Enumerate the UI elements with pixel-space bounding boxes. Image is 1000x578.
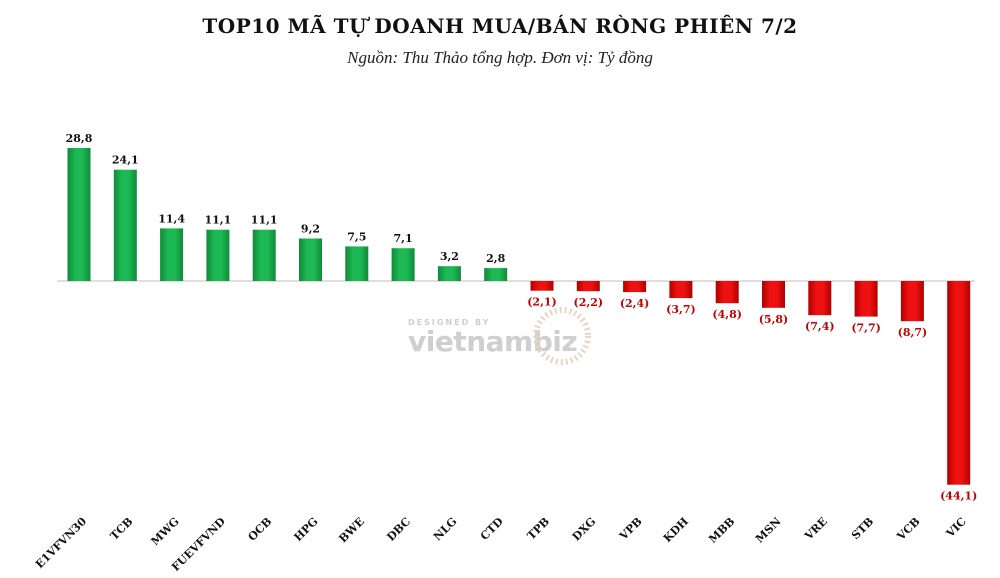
- bar-stb: [854, 281, 878, 317]
- value-label-ctd: 2,8: [486, 252, 505, 265]
- bar-vic: [947, 281, 971, 485]
- tick-label-e1vfvn30: E1VFVN30: [33, 515, 89, 571]
- value-label-tpb: (2,1): [527, 296, 557, 309]
- bar-hpg: [299, 238, 322, 281]
- value-label-fuevfvnd: 11,1: [205, 214, 232, 227]
- tick-label-dxg: DXG: [570, 515, 599, 544]
- bar-tcb: [113, 169, 137, 281]
- bar-tpb: [530, 281, 554, 291]
- tick-label-dbc: DBC: [384, 515, 413, 544]
- value-label-nlg: 3,2: [440, 250, 459, 263]
- value-label-ocb: 11,1: [251, 214, 278, 227]
- bar-ocb: [252, 229, 276, 281]
- tick-label-stb: STB: [849, 515, 876, 542]
- value-label-bwe: 7,5: [347, 230, 366, 243]
- value-label-dbc: 7,1: [394, 232, 413, 245]
- bar-dxg: [576, 281, 600, 292]
- chart-subtitle: Nguồn: Thu Thảo tổng hợp. Đơn vị: Tỷ đồn…: [347, 48, 653, 67]
- bar-dbc: [391, 248, 415, 281]
- tick-label-vic: VIC: [943, 515, 969, 541]
- tick-label-vpb: VPB: [616, 515, 644, 543]
- tick-label-mbb: MBB: [706, 515, 737, 546]
- watermark-brand: vietnambiz: [408, 325, 578, 358]
- watermark: DESIGNED BY vietnambiz: [408, 318, 578, 358]
- bar-bwe: [345, 246, 369, 281]
- value-label-vic: (44,1): [940, 490, 977, 503]
- value-label-kdh: (3,7): [666, 303, 696, 316]
- bar-fuevfvnd: [206, 229, 230, 281]
- tick-label-tpb: TPB: [525, 515, 552, 542]
- bar-vcb: [900, 281, 924, 322]
- value-label-vcb: (8,7): [898, 326, 928, 339]
- value-label-e1vfvn30: 28,8: [66, 132, 93, 145]
- bar-ctd: [484, 268, 508, 281]
- value-label-vpb: (2,4): [620, 297, 650, 310]
- bar-vre: [808, 281, 832, 316]
- tick-label-mwg: MWG: [149, 515, 182, 548]
- tick-label-kdh: KDH: [661, 515, 691, 545]
- value-label-tcb: 24,1: [112, 154, 139, 167]
- value-label-msn: (5,8): [759, 313, 789, 326]
- tick-label-vre: VRE: [802, 515, 830, 543]
- value-label-vre: (7,4): [805, 320, 835, 333]
- watermark-logo-icon: [533, 307, 591, 365]
- bar-mwg: [160, 228, 184, 281]
- tick-label-hpg: HPG: [292, 515, 321, 544]
- value-label-hpg: 9,2: [301, 223, 320, 236]
- tick-label-bwe: BWE: [336, 515, 366, 545]
- tick-label-ocb: OCB: [246, 515, 275, 544]
- bar-mbb: [715, 281, 739, 304]
- bar-msn: [762, 281, 785, 308]
- value-label-mwg: 11,4: [158, 212, 185, 225]
- tick-label-ctd: CTD: [478, 515, 506, 543]
- bar-kdh: [669, 281, 693, 299]
- value-label-dxg: (2,2): [574, 296, 604, 309]
- tick-label-tcb: TCB: [108, 515, 136, 543]
- value-label-mbb: (4,8): [712, 308, 742, 321]
- value-label-stb: (7,7): [851, 322, 881, 335]
- tick-label-vcb: VCB: [894, 515, 923, 544]
- bar-vpb: [623, 281, 647, 293]
- bar-nlg: [437, 266, 461, 281]
- tick-label-nlg: NLG: [431, 515, 459, 543]
- tick-label-msn: MSN: [753, 515, 784, 546]
- chart-title: TOP10 MÃ TỰ DOANH MUA/BÁN RÒNG PHIÊN 7/2: [202, 14, 798, 38]
- bar-e1vfvn30: [67, 148, 91, 281]
- watermark-designed-by: DESIGNED BY: [408, 318, 491, 327]
